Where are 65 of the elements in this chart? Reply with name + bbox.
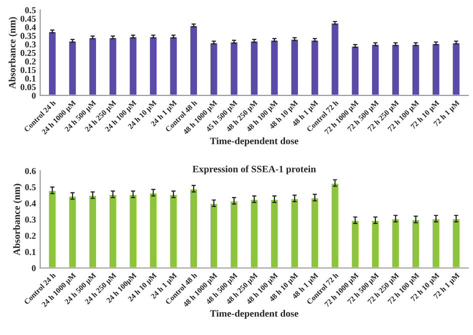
y-axis-title: Absorbance (nm)	[13, 184, 22, 256]
bar	[229, 40, 239, 96]
bar	[250, 198, 259, 268]
y-tick-label: 0.5	[25, 184, 36, 190]
bar	[370, 220, 380, 268]
chart-title: Expression of SSEA-1 protein	[192, 165, 316, 174]
bar	[290, 38, 300, 96]
y-tick-label: 0.3	[25, 41, 36, 48]
y-tick-label: 0.2	[25, 58, 36, 65]
bar	[88, 194, 98, 268]
bar	[451, 218, 461, 268]
bar	[188, 188, 198, 268]
y-tick-label: 0.5	[25, 7, 36, 14]
bar	[411, 44, 421, 96]
bar	[411, 218, 421, 268]
bar	[148, 192, 158, 268]
bar	[68, 195, 78, 268]
y-tick-label: 0.25	[20, 50, 36, 56]
y-tick-label: 0.15	[20, 66, 36, 74]
bar	[350, 220, 360, 268]
bar	[431, 42, 441, 96]
bar	[250, 40, 259, 96]
bar	[390, 44, 400, 96]
y-tick-label: 0	[32, 92, 36, 99]
bar	[370, 44, 380, 96]
bar	[108, 36, 118, 96]
bar	[88, 36, 98, 96]
bar	[168, 36, 178, 96]
y-tick-label: 0	[32, 265, 36, 272]
bar	[390, 218, 400, 268]
bar	[310, 196, 320, 268]
bar	[168, 194, 178, 268]
y-tick-label: 0.45	[20, 16, 36, 22]
bar	[229, 200, 239, 268]
bar	[451, 42, 461, 96]
y-tick-label: 0.2	[25, 232, 36, 239]
bar	[209, 202, 219, 268]
y-tick-label: 0.4	[25, 24, 36, 30]
x-axis-title: Time-dependent dose	[210, 310, 298, 319]
x-axis-title: Time-dependent dose	[210, 137, 298, 146]
bar	[431, 218, 441, 268]
bar	[108, 194, 118, 268]
bar	[350, 45, 360, 96]
y-tick-label: 0.35	[20, 32, 36, 39]
bar	[128, 36, 138, 96]
bar	[209, 42, 219, 96]
bar	[68, 40, 78, 96]
y-axis-title: Absorbance (nm)	[8, 17, 18, 89]
y-tick-label: 0.6	[25, 168, 36, 174]
bar	[270, 198, 280, 268]
y-tick-label: 0.4	[25, 200, 36, 206]
bar	[48, 190, 58, 268]
bar	[310, 39, 320, 96]
bar	[148, 36, 158, 96]
bar	[290, 198, 300, 268]
y-tick-label: 0.05	[20, 84, 36, 90]
y-tick-label: 0.1	[25, 76, 36, 82]
bar	[330, 182, 340, 268]
y-tick-label: 0.3	[25, 216, 36, 223]
bar	[270, 39, 280, 96]
y-tick-label: 0.1	[25, 248, 36, 256]
bar	[188, 24, 198, 96]
bar	[330, 22, 340, 96]
bar	[128, 194, 138, 268]
bar	[48, 30, 58, 96]
